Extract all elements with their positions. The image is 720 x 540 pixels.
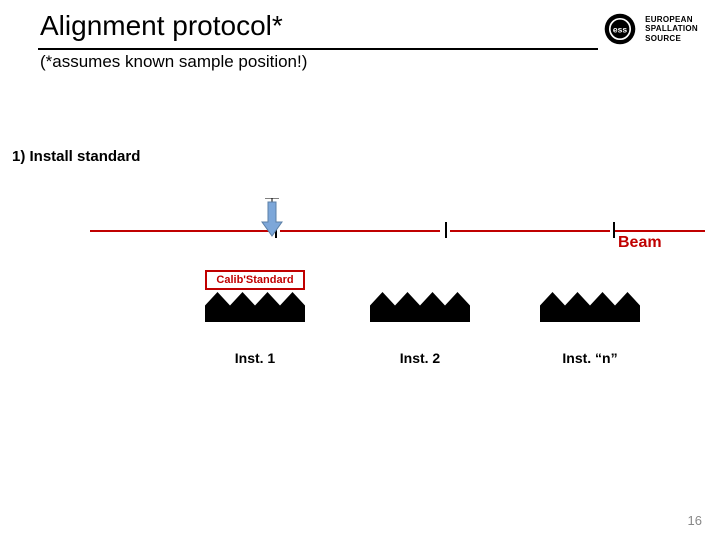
ess-logo: ess EUROPEAN SPALLATION SOURCE xyxy=(603,12,698,46)
arrow-down-icon xyxy=(258,198,286,238)
instrument-label: Inst. 2 xyxy=(370,350,470,366)
calib-standard-box: Calib'Standard xyxy=(205,270,305,290)
beam-segment xyxy=(450,230,610,232)
instrument xyxy=(540,292,640,327)
logo-line2: SPALLATION xyxy=(645,24,698,33)
ess-logo-badge: ess xyxy=(603,12,637,46)
diagram: Calib'Standard Inst. 1 Inst. 2 Inst. “n” B… xyxy=(0,200,720,380)
slide-subtitle: (*assumes known sample position!) xyxy=(40,52,307,72)
ess-logo-text: EUROPEAN SPALLATION SOURCE xyxy=(645,15,698,43)
beam-segment xyxy=(615,230,705,232)
instrument-label: Inst. 1 xyxy=(205,350,305,366)
ess-logo-letters: ess xyxy=(613,24,627,34)
page-number: 16 xyxy=(688,513,702,528)
logo-line3: SOURCE xyxy=(645,34,698,43)
instrument-shape xyxy=(205,292,305,322)
beam-label: Beam xyxy=(618,234,662,252)
instrument-label: Inst. “n” xyxy=(540,350,640,366)
beam-segment xyxy=(90,230,270,232)
beam-tick xyxy=(613,222,615,238)
instrument-shape xyxy=(370,292,470,322)
beam-tick xyxy=(445,222,447,238)
instrument xyxy=(205,292,305,327)
logo-line1: EUROPEAN xyxy=(645,15,698,24)
instrument xyxy=(370,292,470,327)
step-1-text: 1) Install standard xyxy=(12,148,140,165)
slide: Alignment protocol* (*assumes known samp… xyxy=(0,0,720,540)
title-rule xyxy=(38,48,598,50)
instrument-shape xyxy=(540,292,640,322)
calib-standard-label: Calib'Standard xyxy=(216,274,293,286)
slide-title: Alignment protocol* xyxy=(40,10,283,42)
beam-segment xyxy=(280,230,440,232)
